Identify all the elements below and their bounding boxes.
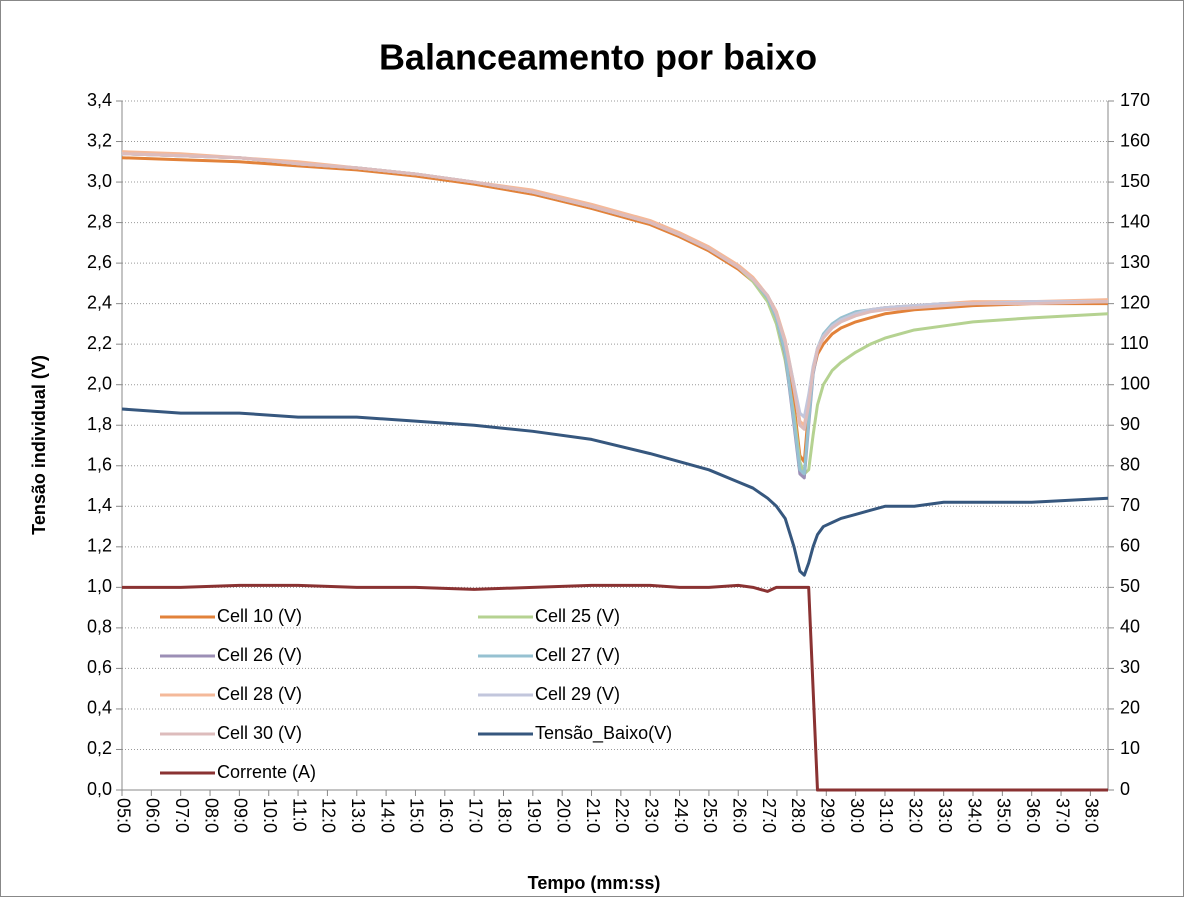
x-tick-label: 13:0 (348, 798, 368, 833)
x-tick-label: 05:0 (113, 798, 133, 833)
y-tick-label: 1,2 (87, 536, 112, 556)
x-tick-label: 33:0 (935, 798, 955, 833)
x-axis-title: Tempo (mm:ss) (528, 873, 661, 893)
plot-area: 0,0 0,2 0,4 0,6 0,8 1,0 1,2 1,4 1,6 1,8 2,0 2,2 2,4 2… (87, 90, 1150, 833)
y2-tick-label: 80 (1120, 455, 1140, 475)
y-tick-label: 0,0 (87, 779, 112, 799)
x-tick-label: 23:0 (641, 798, 661, 833)
x-tick-label: 15:0 (407, 798, 427, 833)
x-tick-label: 34:0 (964, 798, 984, 833)
y-tick-label: 1,0 (87, 576, 112, 596)
x-tick-label: 25:0 (700, 798, 720, 833)
x-tick-label: 37:0 (1052, 798, 1072, 833)
legend-label: Cell 26 (V) (217, 645, 302, 665)
x-tick-label: 16:0 (436, 798, 456, 833)
x-tick-label: 24:0 (671, 798, 691, 833)
legend-label: Cell 27 (V) (535, 645, 620, 665)
legend-label: Tensão_Baixo(V) (535, 723, 672, 744)
x-tick-label: 17:0 (465, 798, 485, 833)
chart-title: Balanceamento por baixo (379, 37, 817, 78)
x-tick-label: 28:0 (788, 798, 808, 833)
y-tick-label: 0,8 (87, 617, 112, 637)
y2-tick-label: 130 (1120, 252, 1150, 272)
y2-tick-label: 100 (1120, 373, 1150, 393)
x-tick-label: 12:0 (319, 798, 339, 833)
y2-tick-label: 40 (1120, 617, 1140, 637)
x-tick-label: 38:0 (1082, 798, 1102, 833)
data-line (121, 152, 1109, 431)
x-tick-label: 09:0 (231, 798, 251, 833)
y-tick-label: 1,8 (87, 414, 112, 434)
x-tick-label: 35:0 (994, 798, 1014, 833)
y-tick-label: 2,0 (87, 373, 112, 393)
x-tick-label: 21:0 (583, 798, 603, 833)
legend-label: Cell 25 (V) (535, 606, 620, 626)
legend-label: Cell 10 (V) (217, 606, 302, 626)
y-tick-label: 0,4 (87, 698, 112, 718)
data-line (121, 407, 1109, 577)
x-tick-label: 08:0 (201, 798, 221, 833)
y-tick-label: 0,6 (87, 657, 112, 677)
x-tick-label: 20:0 (553, 798, 573, 833)
x-tick-label: 26:0 (730, 798, 750, 833)
y2-tick-label: 140 (1120, 211, 1150, 231)
x-tick-label: 14:0 (377, 798, 397, 833)
x-tick-label: 31:0 (876, 798, 896, 833)
y2-tick-label: 10 (1120, 738, 1140, 758)
x-tick-label: 10:0 (260, 798, 280, 833)
x-tick-label: 30:0 (847, 798, 867, 833)
y2-tick-label: 60 (1120, 536, 1140, 556)
y-tick-label: 3,4 (87, 90, 112, 110)
x-tick-label: 36:0 (1023, 798, 1043, 833)
data-line (122, 583, 1108, 792)
x-tick-label: 06:0 (143, 798, 163, 833)
x-tick-label: 22:0 (612, 798, 632, 833)
x-tick-label: 11:0 (289, 798, 309, 832)
y2-tick-label: 120 (1120, 292, 1150, 312)
y2-tick-label: 170 (1120, 90, 1150, 110)
y-axis-title: Tensão individual (V) (29, 355, 49, 535)
y-tick-label: 2,6 (87, 252, 112, 272)
y2-tick-label: 90 (1120, 414, 1140, 434)
x-tick-label: 27:0 (759, 798, 779, 833)
y-tick-label: 2,8 (87, 211, 112, 231)
legend-label: Cell 28 (V) (217, 684, 302, 704)
y2-tick-label: 160 (1120, 130, 1150, 150)
x-tick-label: 07:0 (172, 798, 192, 833)
y2-tick-label: 70 (1120, 495, 1140, 515)
y-tick-label: 2,4 (87, 292, 112, 312)
x-tick-label: 29:0 (818, 798, 838, 833)
x-tick-label: 32:0 (906, 798, 926, 833)
y-tick-label: 1,4 (87, 495, 112, 515)
y-tick-label: 3,2 (87, 130, 112, 150)
legend-label: Corrente (A) (217, 762, 316, 782)
y2-tick-label: 20 (1120, 698, 1140, 718)
y-tick-label: 0,2 (87, 738, 112, 758)
y-tick-label: 2,2 (87, 333, 112, 353)
legend-label: Cell 30 (V) (217, 723, 302, 743)
x-tick-label: 18:0 (495, 798, 515, 833)
y2-tick-label: 30 (1120, 657, 1140, 677)
y2-tick-label: 50 (1120, 576, 1140, 596)
y-tick-label: 1,6 (87, 455, 112, 475)
y-tick-label: 3,0 (87, 171, 112, 191)
y2-tick-label: 0 (1120, 779, 1130, 799)
y2-tick-label: 150 (1120, 171, 1150, 191)
legend-label: Cell 29 (V) (535, 684, 620, 704)
y2-tick-label: 110 (1120, 333, 1149, 353)
x-tick-label: 19:0 (524, 798, 544, 833)
